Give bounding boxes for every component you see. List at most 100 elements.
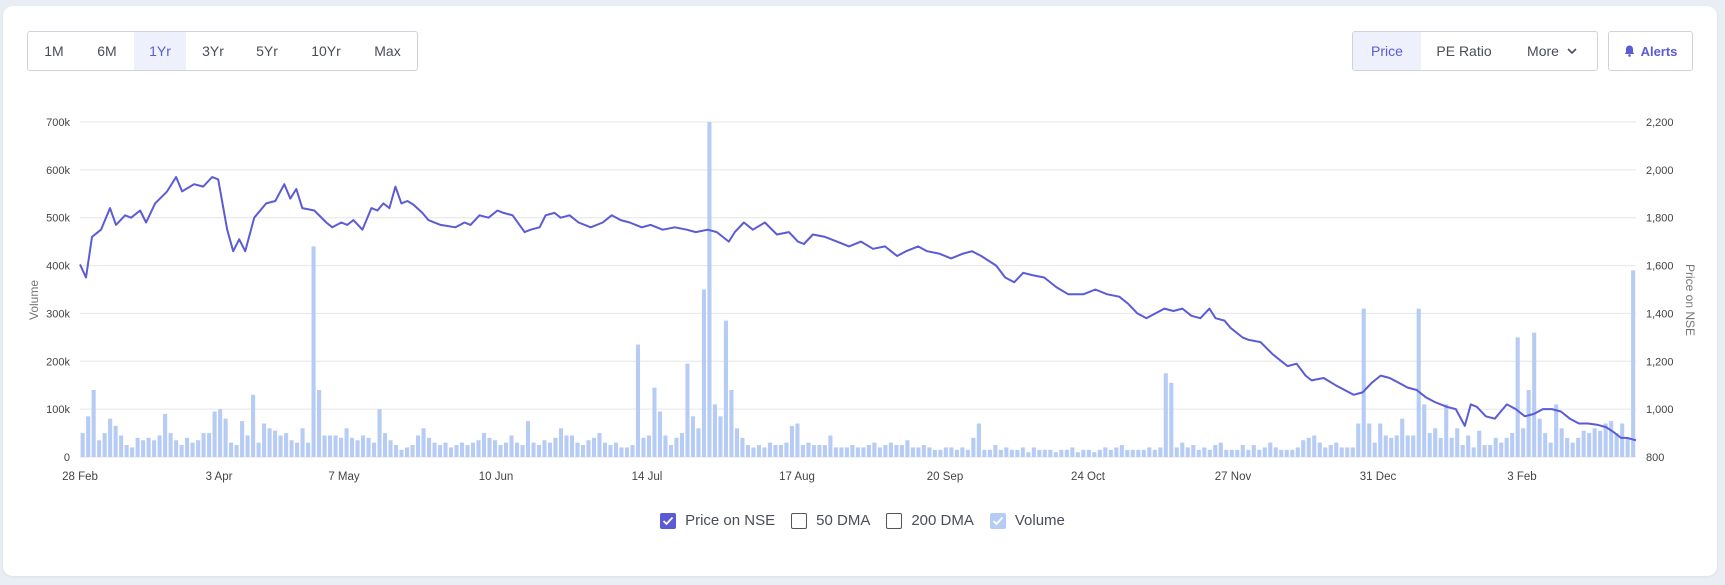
volume-bar bbox=[174, 440, 179, 457]
volume-bar bbox=[1482, 445, 1487, 457]
volume-bar bbox=[1147, 447, 1152, 457]
volume-bar bbox=[1499, 442, 1504, 457]
volume-bar bbox=[1356, 423, 1361, 457]
volume-bar bbox=[1367, 423, 1372, 457]
volume-bar bbox=[740, 437, 745, 457]
checkbox-icon[interactable] bbox=[660, 512, 677, 529]
volume-bar bbox=[1614, 433, 1619, 457]
volume-bar bbox=[514, 442, 520, 457]
metric-more[interactable]: More bbox=[1507, 32, 1597, 70]
time-range-5yr[interactable]: 5Yr bbox=[256, 43, 278, 59]
legend-label: Volume bbox=[1014, 512, 1065, 529]
volume-bar bbox=[509, 435, 514, 457]
volume-bar bbox=[668, 445, 674, 457]
volume-bar bbox=[1026, 452, 1031, 457]
y-left-tick-label: 400k bbox=[46, 261, 70, 273]
checkbox-icon[interactable] bbox=[791, 512, 808, 529]
alerts-button[interactable]: Alerts bbox=[1608, 31, 1693, 71]
volume-bar bbox=[795, 423, 800, 457]
metric-price[interactable]: Price bbox=[1353, 32, 1421, 70]
volume-bar bbox=[91, 390, 96, 457]
time-range-max[interactable]: Max bbox=[374, 43, 401, 59]
volume-bar bbox=[328, 435, 333, 457]
legend-item-50-dma[interactable]: 50 DMA bbox=[791, 512, 870, 529]
volume-bar bbox=[1279, 449, 1284, 457]
volume-bar bbox=[520, 445, 525, 457]
x-tick-label: 20 Sep bbox=[927, 471, 963, 483]
y-left-tick-label: 700k bbox=[46, 117, 70, 129]
volume-bar bbox=[124, 445, 129, 457]
time-range-6m[interactable]: 6M bbox=[97, 43, 117, 59]
x-tick-label: 3 Feb bbox=[1507, 471, 1536, 483]
volume-bar bbox=[1218, 442, 1223, 457]
volume-bar bbox=[1284, 449, 1289, 457]
volume-bar bbox=[553, 437, 558, 457]
volume-bar bbox=[982, 449, 987, 457]
time-range-10yr[interactable]: 10Yr bbox=[311, 43, 341, 59]
time-range-1m[interactable]: 1M bbox=[44, 43, 64, 59]
volume-bar bbox=[1554, 404, 1559, 457]
volume-bar bbox=[344, 428, 349, 457]
volume-bar bbox=[1015, 449, 1020, 457]
volume-bar bbox=[1603, 423, 1608, 457]
volume-bar bbox=[1323, 447, 1328, 457]
volume-bar bbox=[1207, 449, 1212, 457]
volume-bar bbox=[1466, 435, 1471, 457]
volume-bar bbox=[734, 428, 739, 457]
volume-bar bbox=[1389, 437, 1394, 457]
volume-bar bbox=[1070, 447, 1075, 457]
volume-bar bbox=[492, 440, 498, 457]
checkbox-icon[interactable] bbox=[886, 512, 903, 529]
volume-bar bbox=[1427, 433, 1432, 457]
volume-bar bbox=[1449, 437, 1454, 457]
volume-bar bbox=[1576, 437, 1581, 457]
volume-bar bbox=[1158, 447, 1163, 457]
volume-bar bbox=[459, 442, 465, 457]
volume-bar bbox=[1180, 442, 1185, 457]
volume-bar bbox=[437, 445, 443, 457]
volume-bar bbox=[1433, 428, 1438, 457]
legend-item-price-on-nse[interactable]: Price on NSE bbox=[660, 512, 775, 529]
volume-bar bbox=[1251, 445, 1256, 457]
time-range-3yr[interactable]: 3Yr bbox=[202, 43, 224, 59]
volume-bar bbox=[745, 445, 750, 457]
y-left-tick-label: 500k bbox=[46, 213, 70, 225]
volume-bar bbox=[223, 418, 228, 457]
volume-bar bbox=[251, 394, 256, 457]
y-right-tick-label: 1,000 bbox=[1646, 404, 1674, 416]
checkbox-icon[interactable] bbox=[989, 512, 1006, 529]
volume-bar bbox=[383, 433, 388, 457]
volume-bar bbox=[729, 390, 734, 457]
volume-bar bbox=[580, 445, 586, 457]
metric-pe-ratio[interactable]: PE Ratio bbox=[1421, 32, 1507, 70]
volume-bar bbox=[866, 445, 871, 457]
legend-item-volume[interactable]: Volume bbox=[989, 512, 1065, 529]
volume-bar bbox=[784, 442, 789, 457]
volume-bar bbox=[822, 445, 827, 457]
volume-bar bbox=[1361, 308, 1366, 457]
volume-bar bbox=[1559, 428, 1564, 457]
legend-item-200-dma[interactable]: 200 DMA bbox=[886, 512, 974, 529]
x-tick-label: 17 Aug bbox=[779, 471, 815, 483]
volume-bar bbox=[1108, 449, 1113, 457]
volume-bar bbox=[377, 409, 382, 457]
volume-bar bbox=[1020, 447, 1025, 457]
volume-bar bbox=[503, 442, 509, 457]
volume-bar bbox=[1213, 445, 1218, 457]
check-icon bbox=[662, 516, 674, 525]
y-right-tick-label: 1,600 bbox=[1646, 261, 1674, 273]
volume-bar bbox=[800, 445, 805, 457]
volume-bar bbox=[1081, 449, 1086, 457]
volume-bar bbox=[256, 442, 261, 457]
y-right-tick-label: 1,200 bbox=[1646, 356, 1674, 368]
volume-bar bbox=[778, 445, 783, 457]
volume-bar bbox=[949, 447, 954, 457]
volume-bar bbox=[1075, 452, 1080, 457]
volume-bar bbox=[1598, 430, 1603, 457]
volume-bar bbox=[1400, 418, 1405, 457]
y-left-tick-label: 600k bbox=[46, 165, 70, 177]
volume-bar bbox=[1174, 447, 1179, 457]
time-range-1yr[interactable]: 1Yr bbox=[134, 32, 186, 70]
y-right-tick-label: 2,200 bbox=[1646, 117, 1674, 129]
volume-bar bbox=[663, 435, 668, 457]
